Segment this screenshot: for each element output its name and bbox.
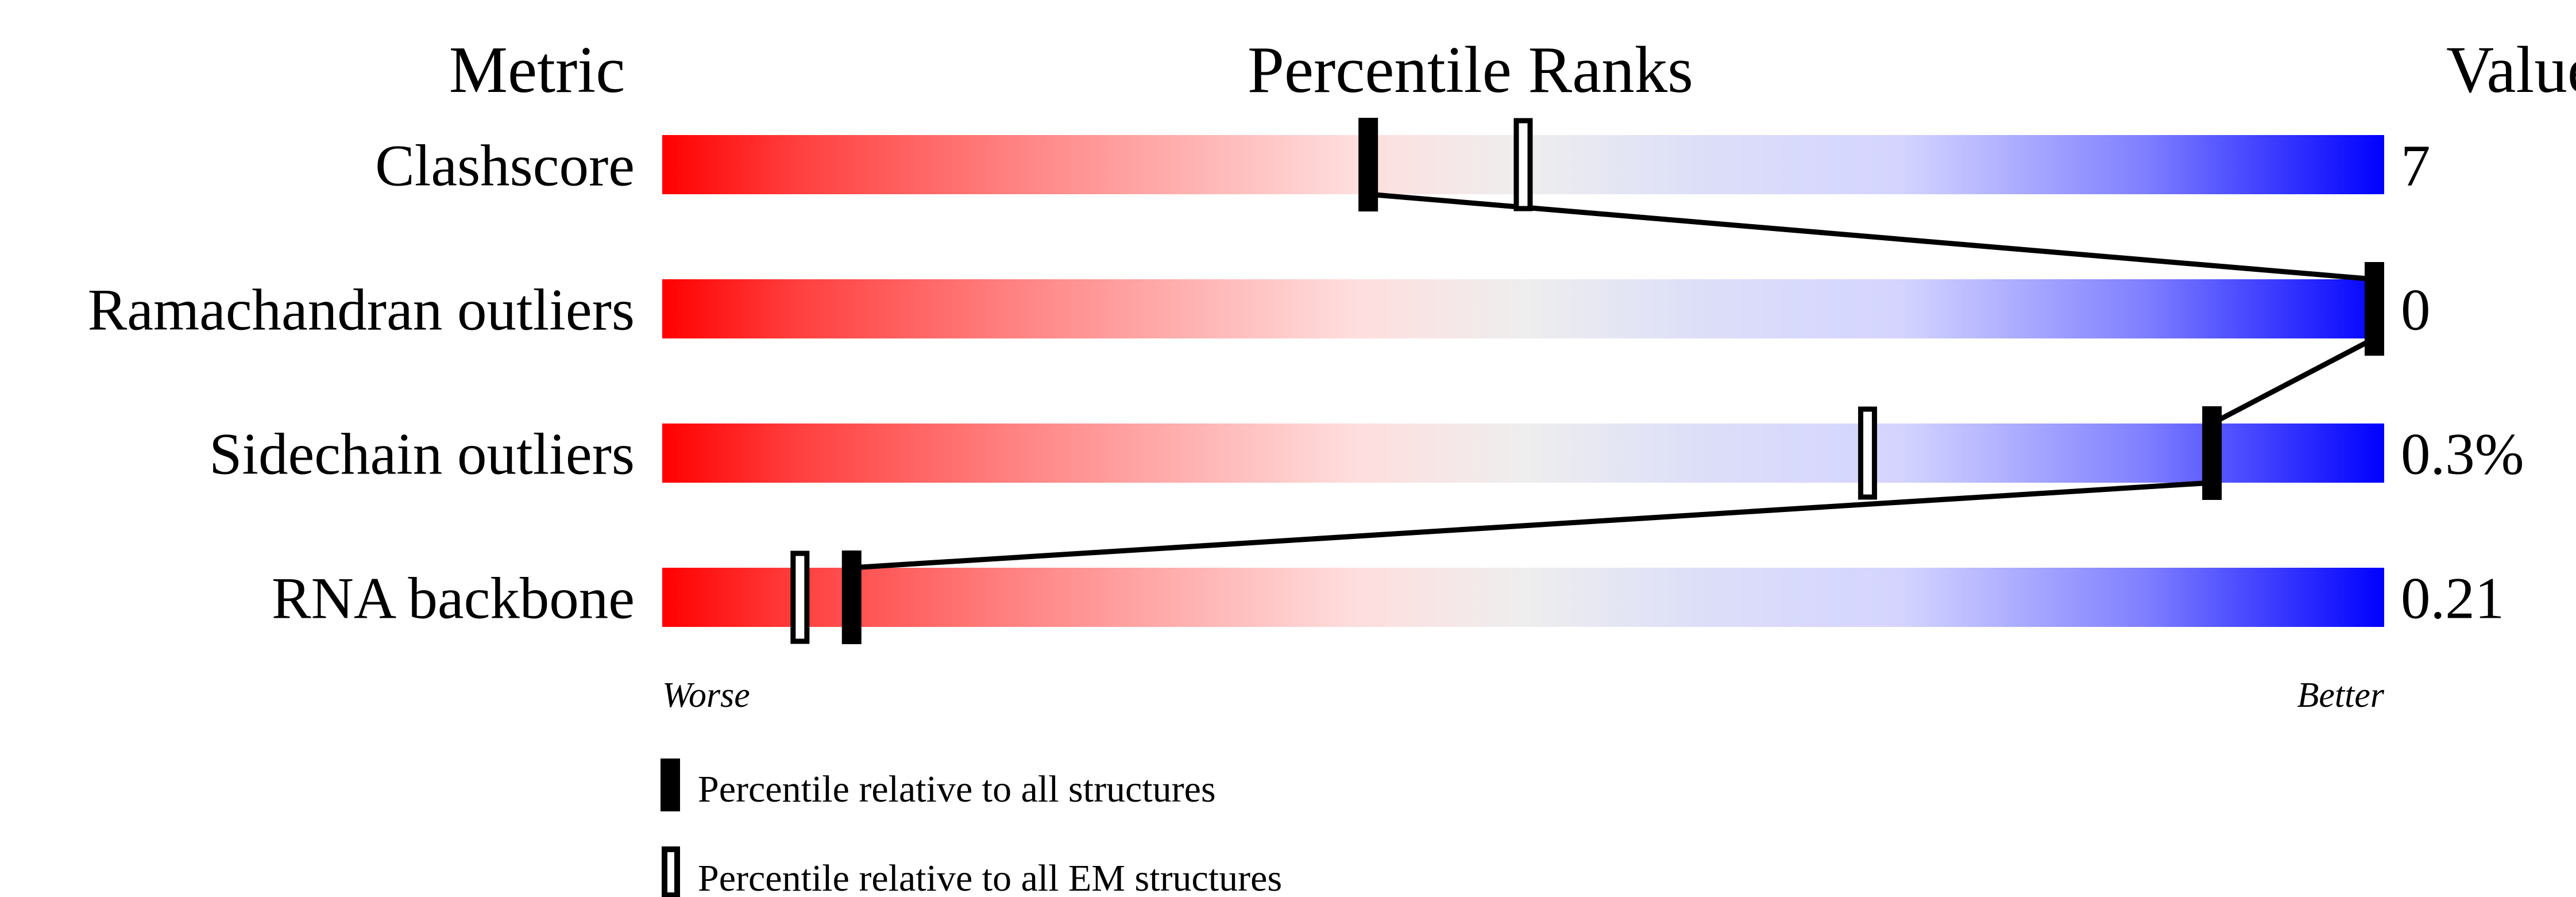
metric-value: 0.3% [2401,422,2524,487]
percentile-connector-line [851,480,2212,571]
percentile-connector-line [1368,191,2375,282]
percentile-bar [662,568,2384,627]
legend-all-structures: Percentile relative to all structures [698,768,1216,810]
legend-filled-marker [661,759,680,811]
metric-label: RNA backbone [272,566,635,632]
em-percentile-marker [1858,406,1878,500]
metric-label: Sidechain outliers [209,422,635,487]
metric-value: 0 [2401,278,2431,343]
metric-label: Clashscore [375,133,635,199]
metric-value: 0.21 [2401,566,2504,632]
percentile-connector-line [2211,336,2376,426]
axis-better-label: Better [2297,676,2385,715]
axis-worse-label: Worse [662,676,750,715]
metric-label: Ramachandran outliers [88,278,635,343]
all-percentile-marker [841,550,862,644]
header-metric: Metric [449,33,625,106]
header-value: Value [2446,33,2576,106]
legend-em-structures: Percentile relative to all EM structures [698,857,1282,897]
legend-hollow-marker [662,846,680,897]
em-percentile-marker [790,550,810,644]
all-percentile-marker [1358,118,1378,211]
all-percentile-marker [2202,406,2222,500]
all-percentile-marker [2365,262,2384,356]
header-percentile-ranks: Percentile Ranks [1248,33,1693,106]
percentile-bar [662,279,2384,338]
metric-value: 7 [2401,133,2431,199]
percentile-bar [662,424,2384,483]
em-percentile-marker [1513,118,1533,211]
